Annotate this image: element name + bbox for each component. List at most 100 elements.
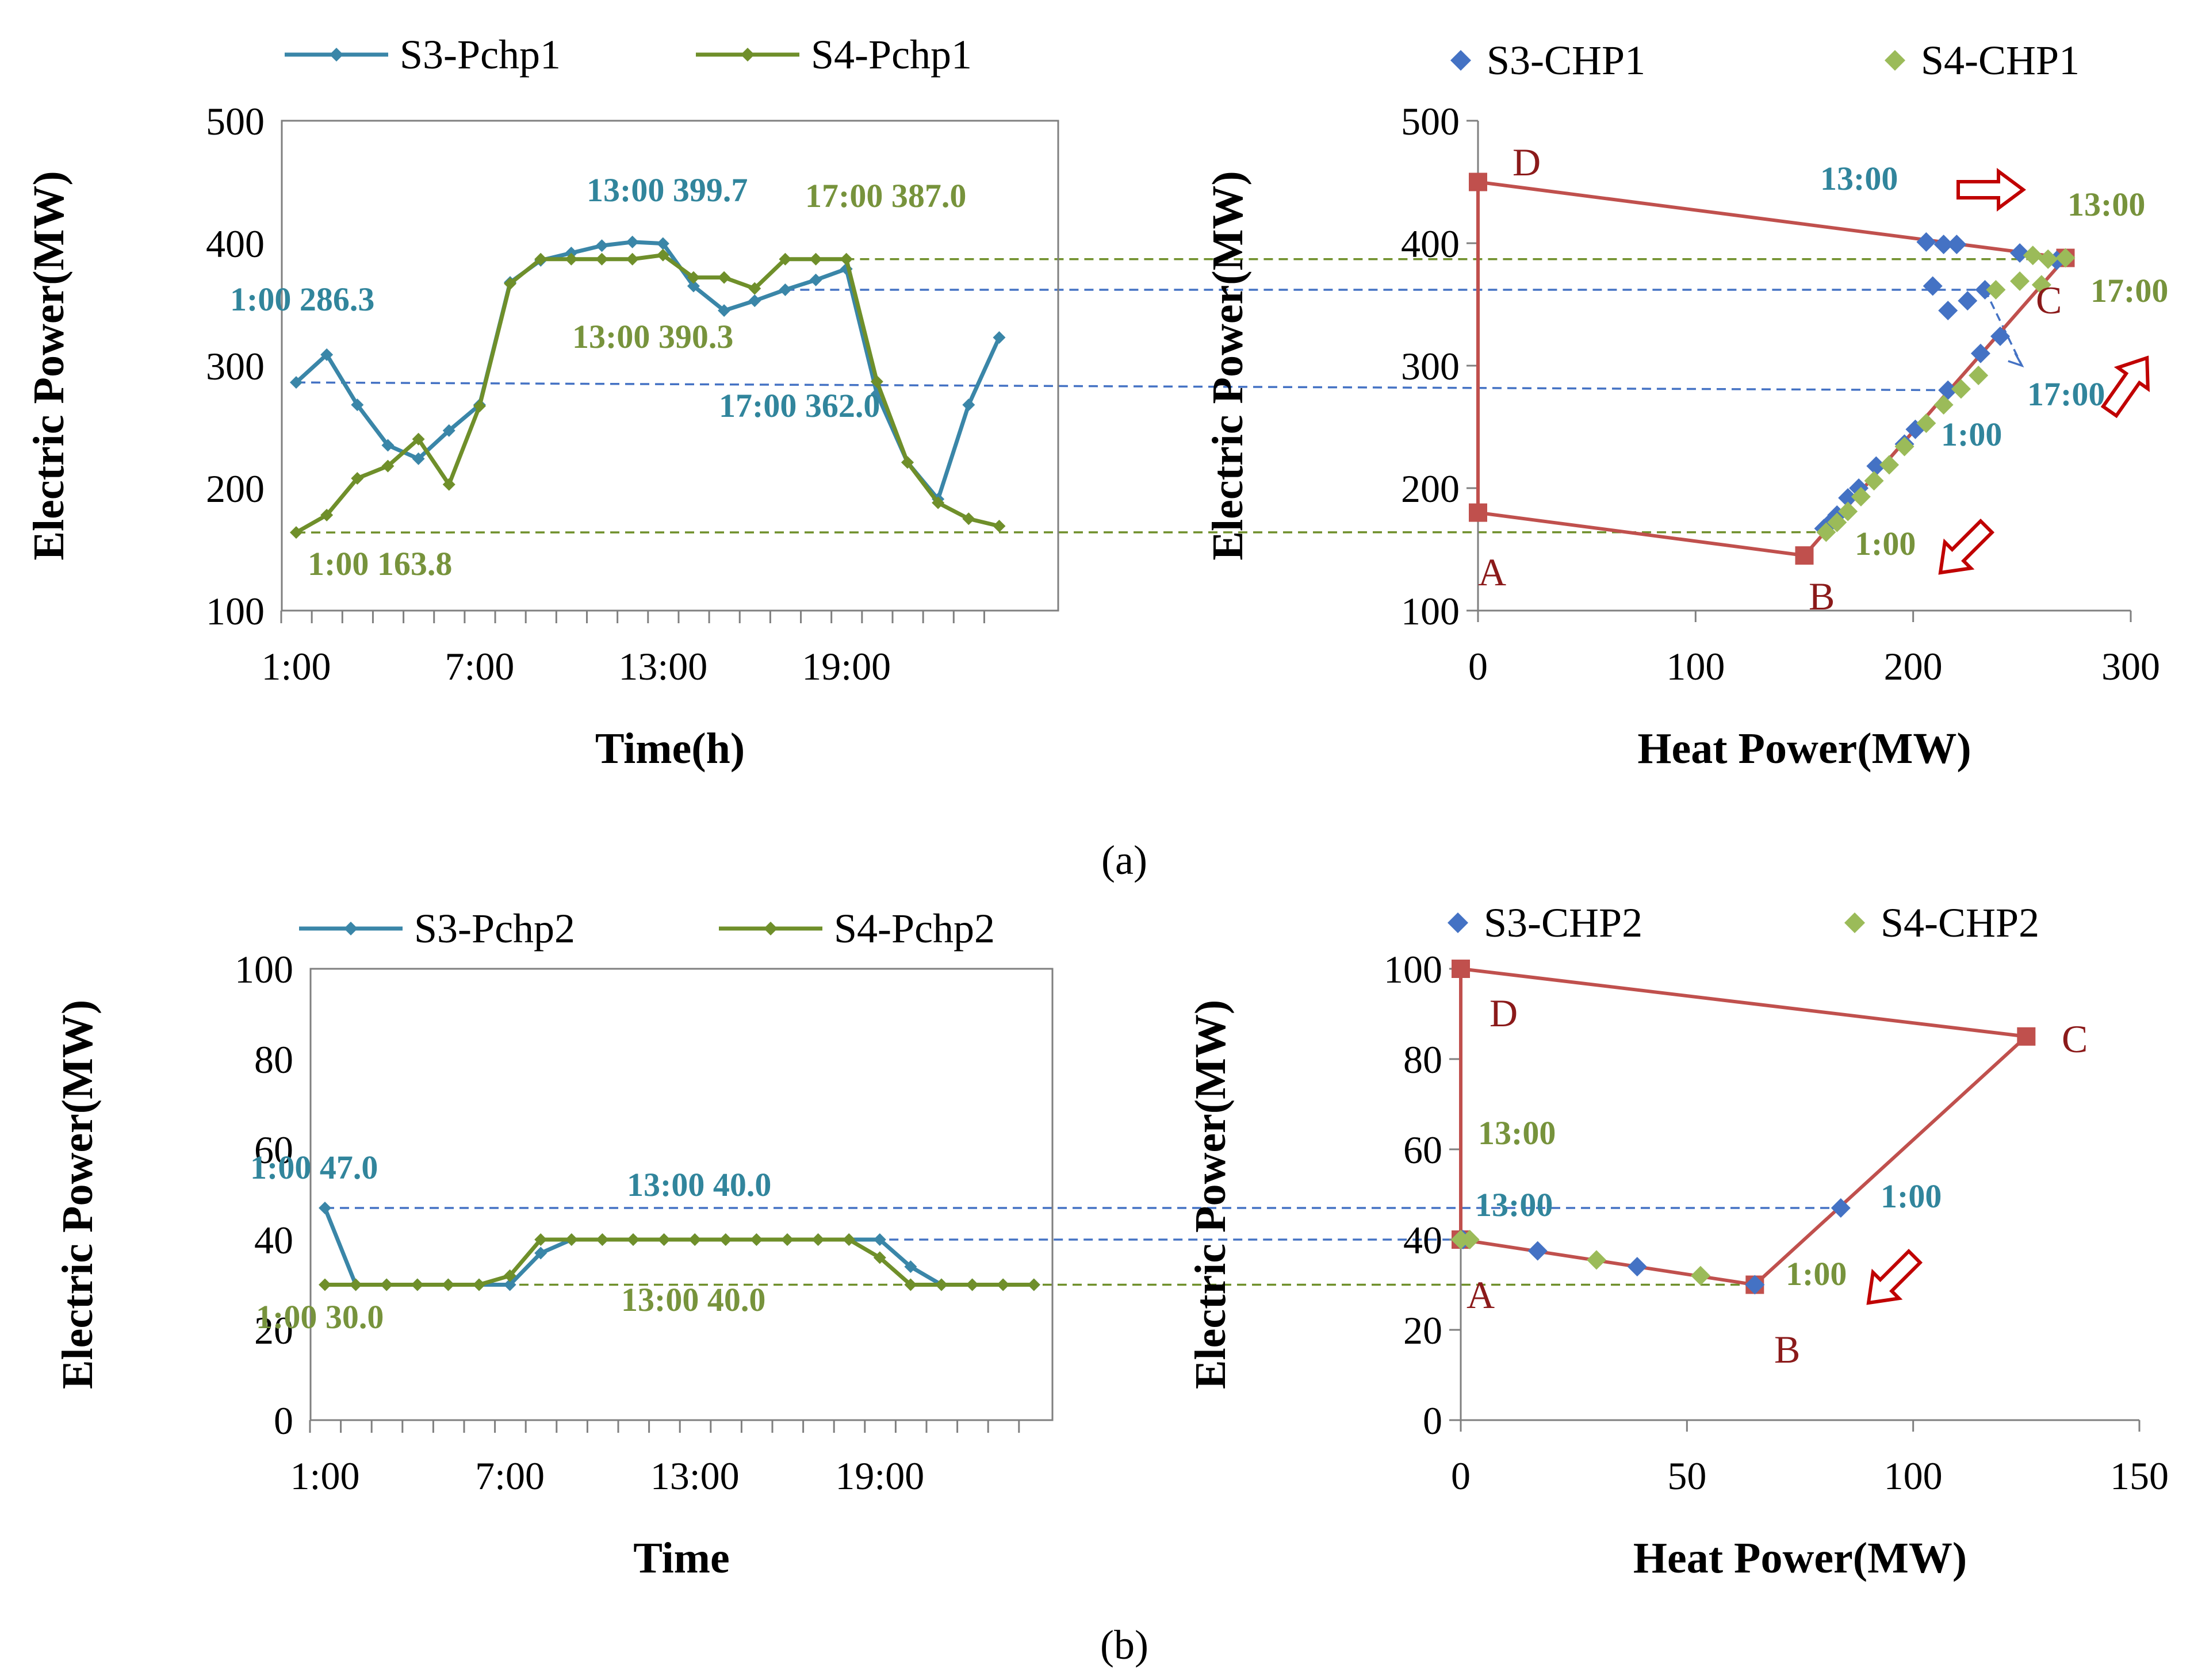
a-left-point-s1-18 (840, 252, 853, 266)
b-right-y-axis-title: Electric Power(MW) (1186, 1000, 1235, 1389)
a-right-legend-label-1: S4-CHP1 (1921, 37, 2080, 83)
b-right-annotation-0: 13:00 (1478, 1114, 1556, 1152)
b-right-point-s1-3 (1451, 1230, 1471, 1249)
b-right-vertex-label-D: D (1490, 991, 1518, 1035)
a-right-ytick-label: 300 (1401, 344, 1460, 388)
a-right-xtick-label: 0 (1468, 645, 1488, 688)
a-left-point-s1-12 (656, 248, 669, 262)
a-left-annotation-2: 17:00 362.0 (719, 387, 880, 424)
b-left-point-s1-2 (380, 1278, 393, 1291)
b-left-series-line-0 (323, 1207, 1034, 1287)
a-left-point-s1-0 (290, 526, 303, 539)
b-left-xtick-label: 19:00 (835, 1454, 924, 1498)
a-left-point-s1-5 (442, 478, 455, 491)
a-left-point-s0-15 (748, 294, 761, 308)
b-right-vertex-label-B: B (1774, 1328, 1800, 1371)
a-right-point-s1-8 (1933, 395, 1954, 415)
a-left-point-s1-15 (748, 282, 761, 295)
a-right-x-axis-title: Heat Power(MW) (1637, 724, 1971, 773)
caption-a: (a) (1101, 837, 1147, 883)
b-left-ytick-label: 80 (254, 1038, 293, 1081)
a-right-arrow-1 (1938, 518, 1995, 575)
a-left-annotation-1: 13:00 399.7 (587, 171, 748, 209)
a-left-point-s1-4 (412, 432, 425, 446)
a-left-point-s1-11 (626, 252, 639, 266)
b-left-point-s1-12 (688, 1233, 702, 1246)
a-left-point-s1-3 (381, 459, 395, 473)
a-left-point-s0-11 (626, 235, 639, 248)
b-left-point-s1-5 (473, 1278, 485, 1291)
b-left-point-s1-13 (719, 1233, 732, 1246)
b-right-xtick-label: 0 (1451, 1454, 1471, 1498)
a-right-point-s0-7 (1958, 291, 1978, 311)
a-left-legend-label-1: S4-Pchp1 (811, 32, 972, 78)
a-left-xtick-label: 13:00 (618, 645, 707, 688)
a-dash-arrowhead (2008, 352, 2024, 368)
b-right-xtick-label: 50 (1667, 1454, 1706, 1498)
a-right-point-s1-0 (1816, 522, 1836, 542)
a-right-point-s1-12 (2010, 271, 2030, 291)
b-right-legend-marker-1 (1844, 912, 1865, 933)
b-right-legend-label-1: S4-CHP2 (1881, 900, 2039, 946)
a-left-x-axis-title: Time(h) (595, 724, 745, 773)
a-left-ytick-label: 500 (206, 99, 265, 143)
b-right-point-s1-2 (1690, 1265, 1710, 1286)
a-right-legend-label-0: S3-CHP1 (1487, 37, 1645, 83)
a-left-point-s1-1 (320, 508, 334, 521)
b-left-point-s1-19 (904, 1278, 917, 1291)
b-left-xtick-label: 1:00 (290, 1454, 360, 1498)
b-right-annotation-1: 13:00 (1475, 1186, 1553, 1223)
b-right-xtick-label: 150 (2110, 1454, 2169, 1498)
a-left-point-s1-10 (595, 252, 608, 266)
a-left-point-s0-4 (412, 452, 425, 465)
a-right-annotation-0: 13:00 (1820, 160, 1898, 197)
a-left-series-line-0 (294, 240, 1001, 504)
b-left-point-s1-7 (534, 1233, 547, 1246)
b-left-annotation-1: 13:00 40.0 (627, 1166, 771, 1203)
b-right-vertex-C (2017, 1027, 2036, 1046)
a-left-point-s0-10 (595, 239, 608, 252)
b-right-ytick-label: 80 (1403, 1038, 1442, 1081)
b-left-point-s1-15 (781, 1233, 794, 1246)
b-right-ytick-label: 60 (1403, 1128, 1442, 1172)
b-left-point-s1-11 (657, 1233, 671, 1246)
b-left-point-s0-18 (873, 1233, 886, 1246)
a-right-vertex-B (1795, 546, 1814, 565)
b-right-point-s0-0 (1831, 1198, 1851, 1218)
a-right-point-s0-0 (1916, 232, 1936, 252)
a-left-point-s0-5 (442, 424, 455, 437)
a-left-point-s1-23 (993, 520, 1006, 533)
b-left-point-s1-16 (811, 1233, 825, 1246)
a-right-point-s1-14 (2038, 249, 2058, 269)
a-left-y-axis-title: Electric Power(MW) (25, 171, 73, 560)
a-right-point-s0-14 (1866, 456, 1886, 476)
b-right-ytick-label: 0 (1423, 1399, 1442, 1443)
a-left-legend-label-0: S3-Pchp1 (400, 32, 561, 78)
b-left-ytick-label: 20 (254, 1309, 293, 1352)
b-left-point-s1-22 (997, 1278, 1010, 1291)
a-right-point-s1-13 (2023, 246, 2043, 266)
b-left-point-s1-1 (349, 1278, 362, 1291)
a-left-point-s1-7 (504, 277, 517, 290)
a-left-point-s1-17 (809, 252, 822, 266)
a-left-point-s0-14 (718, 304, 731, 317)
b-left-point-s1-10 (627, 1233, 640, 1246)
a-left-xtick-label: 19:00 (802, 645, 891, 688)
a-right-vertex-label-A: A (1478, 550, 1506, 594)
a-left-point-s1-16 (779, 252, 792, 266)
a-right-legend-marker-0 (1450, 50, 1471, 71)
a-right-point-s1-5 (1879, 455, 1900, 475)
a-left-point-s0-17 (809, 273, 822, 286)
a-left-point-s1-9 (565, 252, 578, 266)
a-left-xtick-label: 7:00 (445, 645, 514, 688)
a-right-point-s1-7 (1916, 413, 1936, 434)
a-right-point-s0-11 (1938, 380, 1958, 400)
a-left-point-s1-2 (351, 471, 364, 485)
b-right-ytick-label: 20 (1403, 1309, 1442, 1352)
b-right-point-s0-3 (1627, 1257, 1647, 1277)
a-right-legend-marker-1 (1885, 50, 1905, 71)
a-left-point-s1-13 (687, 271, 700, 284)
b-left-legend-label-0: S3-Pchp2 (414, 906, 575, 952)
b-left-point-s0-7 (534, 1246, 547, 1260)
a-left-series-line-1 (295, 253, 1000, 535)
